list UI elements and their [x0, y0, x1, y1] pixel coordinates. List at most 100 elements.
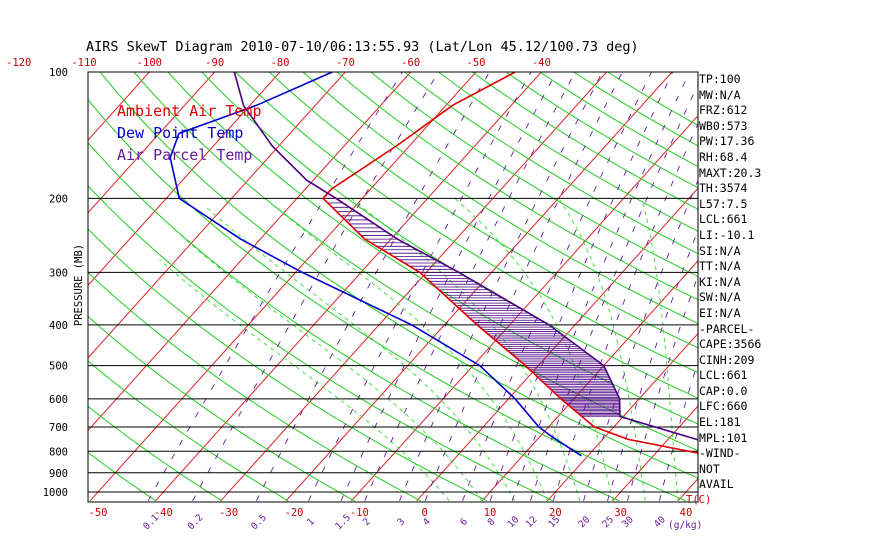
pressure-tick-label: 800 [49, 446, 68, 458]
index-panel: TP:100 MW:N/A FRZ:612 WB0:573 PW:17.36 R… [699, 72, 867, 493]
mixing-ratio-line [511, 72, 691, 502]
index-row: CAP:0.0 [699, 383, 748, 398]
index-row: KI:N/A [699, 274, 741, 289]
dry-adiabat-line [99, 72, 698, 479]
bottom-temp-tick-label: -50 [89, 507, 108, 519]
mixing-ratio-label: 10 [505, 514, 521, 530]
mixing-ratio-line [364, 72, 576, 502]
dry-adiabat-line [88, 142, 620, 502]
mixing-ratio-line [147, 72, 403, 502]
mixing-ratio-label: 2 [361, 516, 373, 528]
top-temp-tick-label: -100 [137, 57, 162, 69]
isotherm-line [88, 72, 412, 432]
pressure-tick-label: 900 [49, 468, 68, 480]
moist-adiabat-line [350, 198, 581, 502]
top-temp-tick-label: -80 [271, 57, 290, 69]
mixing-ratio-label: 12 [524, 514, 540, 530]
pressure-tick-label: 500 [49, 361, 68, 373]
parcel-temp-line [233, 72, 698, 441]
legend-entry: Air Parcel Temp [117, 146, 252, 164]
index-row: MW:N/A [699, 87, 741, 102]
ambient-temp-line [321, 72, 698, 454]
mixing-ratio-label: 0.5 [249, 512, 269, 532]
index-row: AVAIL [699, 477, 734, 492]
dry-adiabat-line [370, 72, 698, 278]
moist-adiabat-line [558, 198, 646, 501]
moist-adiabat-line [264, 198, 548, 502]
pressure-tick-label: 1000 [43, 487, 68, 499]
isotherm-line [546, 332, 698, 502]
mixing-ratio-line [583, 179, 698, 502]
dry-adiabat-line [88, 228, 488, 502]
moist-adiabat-line [159, 259, 450, 502]
index-row: -PARCEL- [699, 321, 755, 336]
mixing-ratio-line [399, 72, 603, 502]
mixing-ratio-label: 6 [458, 516, 470, 528]
isotherm-line [481, 260, 698, 502]
index-row: MAXT:20.3 [699, 165, 762, 180]
mixing-ratio-label: 40 [652, 514, 668, 530]
dewpoint-line [169, 72, 582, 457]
pressure-tick-label: 100 [49, 67, 68, 79]
mixing-unit-label: (g/kg) [668, 520, 702, 531]
bottom-temp-tick-label: -30 [219, 507, 238, 519]
bottom-temp-tick-label: -10 [350, 507, 369, 519]
isotherm-line [88, 72, 216, 214]
plot-area [88, 72, 698, 502]
plot-frame [87, 71, 699, 503]
dry-adiabat-line [88, 185, 554, 502]
dry-adiabat-line [88, 451, 157, 502]
top-temp-tick-label: -110 [71, 57, 96, 69]
index-row: WB0:573 [699, 118, 748, 133]
mixing-ratio-label: 3 [396, 516, 408, 528]
top-temp-tick-label: -40 [532, 57, 551, 69]
index-row: FRZ:612 [699, 103, 748, 118]
mixing-ratio-line [489, 72, 674, 502]
bottom-temp-tick-label: 30 [614, 507, 627, 519]
index-row: TH:3574 [699, 181, 748, 196]
index-row: MPL:101 [699, 430, 748, 445]
moist-adiabat-line [454, 198, 614, 501]
index-row: SW:N/A [699, 290, 741, 305]
top-temp-tick-label: -60 [401, 57, 420, 69]
index-row: SI:N/A [699, 243, 741, 258]
mixing-ratio-label: 1 [305, 516, 317, 528]
mixing-ratio-line [529, 83, 698, 502]
isotherm-line [88, 72, 347, 359]
mixing-ratio-line [192, 72, 439, 502]
pressure-tick-label: 200 [49, 193, 68, 205]
index-row: EL:181 [699, 415, 741, 430]
index-row: PW:17.36 [699, 134, 755, 149]
pressure-tick-label: 300 [49, 267, 68, 279]
index-row: CINH:209 [699, 352, 755, 367]
index-row: LFC:660 [699, 399, 748, 414]
index-row: LCL:661 [699, 212, 748, 227]
index-row: LI:-10.1 [699, 227, 755, 242]
dry-adiabat-line [268, 72, 698, 349]
index-row: TT:N/A [699, 259, 741, 274]
dry-adiabat-line [302, 72, 698, 325]
isotherm-line [154, 72, 543, 502]
pressure-tick-label: 700 [49, 422, 68, 434]
y-axis-label: PRESSURE (MB) [73, 244, 85, 326]
dry-adiabat-line [88, 315, 355, 502]
bottom-temp-tick-label: -20 [285, 507, 304, 519]
moist-adiabat-line [205, 206, 516, 502]
index-row: TP:100 [699, 72, 741, 86]
temp-unit-label: T(C) [686, 494, 711, 506]
bottom-temp-tick-label: 20 [549, 507, 562, 519]
mixing-ratio-line [462, 72, 652, 502]
bottom-temp-tick-label: 10 [484, 507, 497, 519]
mixing-ratio-line [659, 359, 698, 502]
dry-adiabat-line [88, 405, 223, 502]
mixing-ratio-label: 20 [576, 514, 592, 530]
pressure-tick-label: 600 [49, 394, 68, 406]
dry-adiabat-line [404, 72, 698, 255]
top-temp-tick-label: -120 [6, 57, 31, 69]
moist-adiabat-line [641, 198, 679, 501]
mixing-ratio-line [424, 72, 623, 502]
top-temp-tick-label: -50 [467, 57, 486, 69]
mixing-ratio-line [627, 274, 698, 502]
legend-entry: Ambient Air Temp [117, 102, 262, 120]
